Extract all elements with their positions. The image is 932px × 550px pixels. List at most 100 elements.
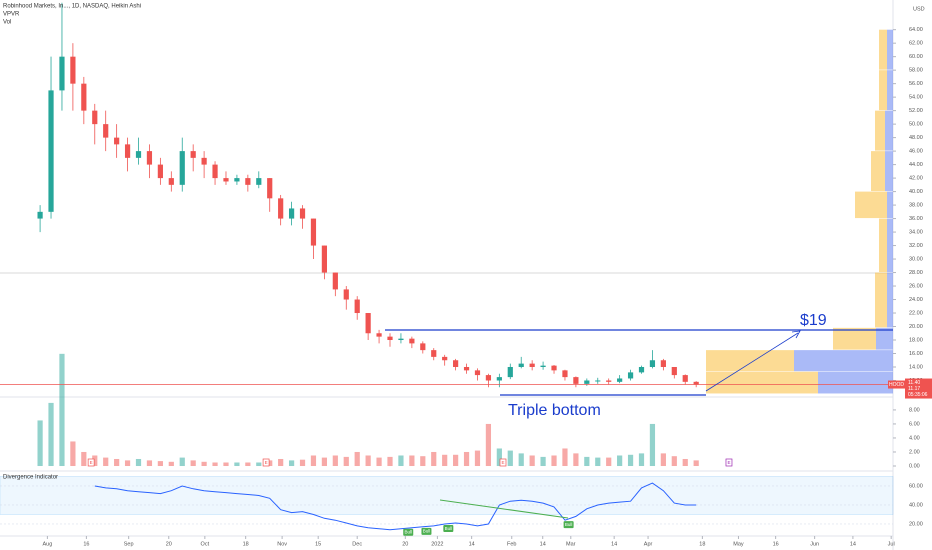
candle-body [660,360,666,367]
x-tick-label: Feb [507,541,516,547]
y-tick-label: 26.00 [909,283,923,289]
y-tick-label: 48.00 [909,135,923,141]
x-tick-label: May [733,541,744,547]
candle-body [573,377,579,384]
volume-bar [114,458,120,467]
volume-bar [288,460,295,467]
x-tick-label: Aug [42,541,52,547]
volume-bar [365,455,371,467]
candle-body [124,144,131,158]
bull-badge [563,521,574,529]
chart-title: Robinhood Markets, In..., 1D, NASDAQ, He… [3,4,141,10]
candle-body [354,299,360,314]
x-tick-label: Dec [352,541,362,547]
x-tick-label: 14 [540,541,546,547]
profile-up [879,29,887,70]
vol-tick-label: 0.00 [909,463,920,469]
candle-body [212,164,218,179]
volume-bar [124,460,131,467]
candle-body [474,370,481,376]
y-tick-label: 52.00 [909,108,923,114]
x-tick-label: Oct [201,541,210,547]
candle-body [398,338,404,341]
volume-bar [485,423,492,467]
candle-body [627,372,634,379]
profile-down [887,218,893,273]
y-tick-label: 36.00 [909,216,923,222]
y-tick-label: 60.00 [909,54,923,60]
volume-bar [212,462,218,467]
volume-bar [190,460,196,467]
earnings-marker [499,458,507,467]
volume-bar [332,455,338,467]
y-tick-label: 58.00 [909,68,923,74]
currency-label: USD [913,6,925,12]
y-tick-label: 20.00 [909,324,923,330]
volume-bar [37,420,43,467]
vol-tick-label: 6.00 [909,421,920,427]
candle-body [518,363,524,367]
candle-body [201,157,207,165]
volume-bar [343,456,349,467]
profile-down [887,70,893,111]
candle-body [234,178,240,182]
candle-body [540,365,546,367]
volume-bar [693,460,699,467]
symbol-tag: HOOD [889,382,904,388]
profile-down [876,327,893,350]
bull-badge [403,528,414,536]
volume-bar [146,460,153,467]
bull-badge [421,527,432,535]
candle-body [245,178,251,185]
candle-body [409,338,415,344]
pattern-label: Triple bottom [508,402,601,419]
profile-down [794,350,893,372]
candle-body [343,289,349,300]
earnings-marker [87,458,95,467]
candle-body [463,366,470,371]
candle-body [420,343,426,351]
y-tick-label: 42.00 [909,176,923,182]
y-tick-label: 40.00 [909,189,923,195]
candle-body [37,211,43,219]
volume-bar [398,455,404,467]
candle-body [321,245,327,273]
y-tick-label: 22.00 [909,310,923,316]
profile-down [887,29,893,70]
y-tick-label: 38.00 [909,203,923,209]
profile-down [885,110,893,151]
profile-down [818,371,893,394]
x-tick-label: Apr [644,541,653,547]
profile-up [875,110,885,151]
y-tick-label: 56.00 [909,81,923,87]
y-tick-label: 18.00 [909,337,923,343]
y-tick-label: 54.00 [909,95,923,101]
volume-bar [310,455,317,467]
x-tick-label: Sep [124,541,134,547]
x-tick-label: Nov [277,541,287,547]
volume-bar [463,451,470,467]
indicator-line [94,482,697,531]
candle-body [376,333,382,337]
indicator-label: VPVR [3,12,20,18]
profile-up [855,191,887,219]
candle-body [693,381,699,385]
candle-body [70,56,76,84]
x-tick-label: 14 [469,541,475,547]
volume-bar [507,450,513,467]
volume-bar [474,450,481,467]
earnings-marker [262,458,270,467]
candle-body [223,178,229,182]
candle-body [92,110,98,125]
y-tick-label: 44.00 [909,162,923,168]
volume-bar [518,453,524,467]
volume-bar [321,457,327,467]
candle-body [606,380,612,382]
candle-body [562,370,568,378]
ind-tick-label: 40.00 [909,502,923,508]
volume-bar [70,441,76,467]
volume-bar [223,462,229,467]
volume-bar [92,455,98,467]
target-label: $19 [800,312,827,329]
